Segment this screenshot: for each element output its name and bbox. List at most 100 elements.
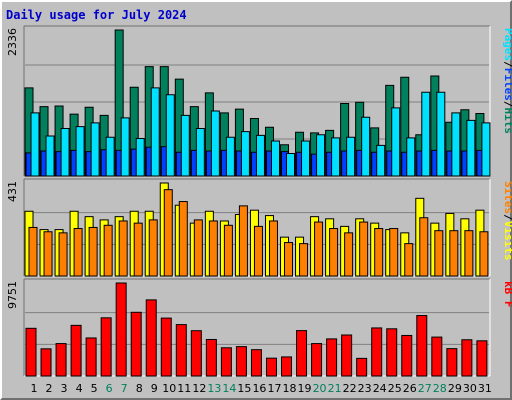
bar-pages-day-21	[331, 137, 341, 177]
x-tick-label-day-1: 1	[31, 382, 38, 395]
bar-sites-day-28	[434, 230, 444, 277]
x-tick-label-day-23: 23	[358, 382, 372, 395]
x-tick-label-day-7: 7	[121, 382, 128, 395]
legend-item: Visits	[502, 221, 512, 261]
x-tick-label-day-11: 11	[177, 382, 191, 395]
bar-pages-day-8	[135, 138, 145, 177]
bar-sites-day-16	[253, 225, 263, 277]
bar-sites-day-11	[178, 201, 188, 277]
x-tick-label-day-25: 25	[388, 382, 402, 395]
x-tick-label-day-3: 3	[61, 382, 68, 395]
x-tick-label-day-16: 16	[252, 382, 266, 395]
bar-pages-day-24	[376, 144, 386, 177]
legend-item: Hits	[502, 108, 512, 135]
bar-kbytes-day-17	[265, 357, 277, 377]
bar-pages-day-3	[60, 128, 70, 177]
x-tick-label-day-10: 10	[162, 382, 176, 395]
legend-item: Files	[502, 68, 512, 101]
bar-kbytes-day-27	[416, 315, 428, 377]
x-tick-label-day-24: 24	[373, 382, 387, 395]
x-tick-label-day-8: 8	[136, 382, 143, 395]
bar-sites-day-4	[73, 228, 83, 277]
legend-visits: Sites/Visits	[502, 181, 512, 261]
bar-pages-day-11	[180, 114, 190, 177]
legend-item: kB F	[502, 281, 512, 308]
bar-sites-day-22	[344, 232, 354, 277]
x-tick-label-day-19: 19	[298, 382, 312, 395]
y-max-label: 9751	[6, 281, 19, 309]
bar-kbytes-day-13	[205, 338, 217, 377]
y-max-label: 2336	[6, 28, 19, 56]
bar-sites-day-21	[329, 228, 339, 277]
bar-sites-day-2	[43, 231, 53, 277]
bar-pages-day-9	[150, 87, 160, 177]
x-tick-label-day-28: 28	[433, 382, 447, 395]
bar-kbytes-day-16	[250, 349, 262, 377]
bar-kbytes-day-23	[356, 357, 368, 377]
bar-pages-day-17	[270, 140, 280, 177]
legend-item: Sites	[502, 181, 512, 214]
legend-item: /	[502, 101, 512, 108]
bar-sites-day-31	[479, 231, 489, 277]
bar-pages-day-19	[301, 140, 311, 177]
bar-pages-day-18	[286, 153, 296, 177]
bar-sites-day-19	[299, 243, 309, 277]
bar-sites-day-17	[268, 220, 278, 277]
bar-pages-day-16	[255, 134, 265, 177]
bar-sites-day-14	[223, 224, 233, 277]
bar-sites-day-3	[58, 232, 68, 277]
bar-sites-day-23	[359, 221, 369, 277]
bar-pages-day-26	[406, 137, 416, 177]
bar-pages-day-31	[481, 122, 491, 177]
bar-kbytes-day-1	[25, 327, 37, 377]
bar-kbytes-day-14	[220, 347, 232, 377]
legend-item: Pages	[502, 28, 512, 61]
x-tick-label-day-31: 31	[478, 382, 492, 395]
legend-kbytes: kB F	[502, 281, 512, 308]
bar-kbytes-day-29	[446, 348, 458, 377]
x-tick-label-day-27: 27	[418, 382, 432, 395]
bar-sites-day-20	[314, 221, 324, 277]
bar-kbytes-day-4	[70, 324, 82, 377]
bar-kbytes-day-9	[145, 299, 157, 377]
bar-kbytes-day-3	[55, 343, 67, 377]
bar-pages-day-13	[210, 110, 220, 177]
bar-kbytes-day-31	[476, 340, 488, 377]
x-tick-label-day-17: 17	[267, 382, 281, 395]
bar-pages-day-4	[75, 126, 85, 177]
bar-pages-day-5	[90, 122, 100, 177]
bar-kbytes-day-18	[281, 356, 293, 377]
bar-kbytes-day-22	[341, 334, 353, 377]
x-tick-label-day-26: 26	[403, 382, 417, 395]
bar-sites-day-8	[133, 222, 143, 277]
bar-sites-day-18	[284, 242, 294, 277]
bar-kbytes-day-10	[160, 317, 172, 377]
x-tick-label-day-14: 14	[222, 382, 236, 395]
x-tick-label-day-29: 29	[448, 382, 462, 395]
y-max-label: 431	[6, 181, 19, 202]
bar-sites-day-6	[103, 224, 113, 277]
legend-hits: Pages/Files/Hits	[502, 28, 512, 134]
bar-pages-day-6	[105, 136, 115, 177]
bar-pages-day-10	[165, 94, 175, 177]
bar-kbytes-day-25	[386, 328, 398, 377]
bar-pages-day-1	[30, 112, 40, 177]
legend-item: /	[502, 61, 512, 68]
chart-title: Daily usage for July 2024	[6, 8, 187, 22]
bar-pages-day-7	[120, 117, 130, 177]
bar-pages-day-2	[45, 135, 55, 177]
bar-kbytes-day-21	[326, 338, 338, 377]
bar-kbytes-day-30	[461, 339, 473, 377]
bar-pages-day-25	[391, 107, 401, 177]
bar-kbytes-day-7	[115, 282, 127, 377]
bar-pages-day-15	[240, 131, 250, 177]
bar-pages-day-27	[421, 91, 431, 177]
bar-kbytes-day-15	[235, 346, 247, 377]
bar-sites-day-30	[464, 230, 474, 277]
bar-pages-day-23	[361, 116, 371, 177]
bar-pages-day-28	[436, 91, 446, 177]
x-tick-label-day-20: 20	[313, 382, 327, 395]
bar-kbytes-day-8	[130, 311, 142, 377]
